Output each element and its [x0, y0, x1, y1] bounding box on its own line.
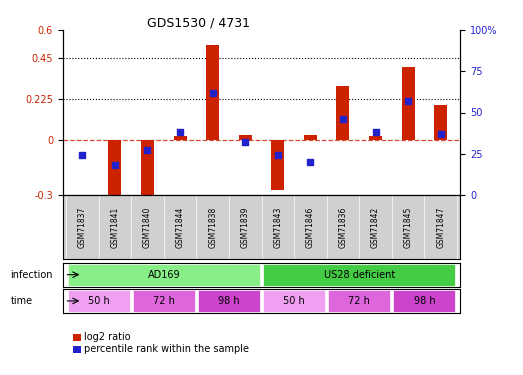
Bar — [174, 136, 187, 140]
Text: GSM71836: GSM71836 — [338, 206, 347, 248]
Text: 98 h: 98 h — [218, 296, 240, 306]
Point — [339, 116, 347, 122]
Point — [274, 152, 282, 158]
Text: GSM71841: GSM71841 — [110, 206, 119, 248]
Text: GSM71845: GSM71845 — [404, 206, 413, 248]
FancyBboxPatch shape — [67, 290, 130, 312]
Bar — [336, 86, 349, 140]
Text: GDS1530 / 4731: GDS1530 / 4731 — [147, 17, 250, 30]
Text: log2 ratio: log2 ratio — [84, 333, 130, 342]
Text: infection: infection — [10, 270, 53, 280]
Point — [241, 139, 249, 145]
Text: GSM71842: GSM71842 — [371, 206, 380, 248]
Text: 50 h: 50 h — [88, 296, 109, 306]
Text: GSM71846: GSM71846 — [306, 206, 315, 248]
FancyBboxPatch shape — [133, 290, 195, 312]
FancyBboxPatch shape — [393, 290, 456, 312]
FancyBboxPatch shape — [263, 264, 456, 286]
Bar — [369, 136, 382, 140]
Bar — [402, 67, 415, 140]
Point — [176, 129, 184, 135]
Text: 50 h: 50 h — [283, 296, 305, 306]
Bar — [206, 45, 219, 140]
Text: 98 h: 98 h — [414, 296, 435, 306]
Text: AD169: AD169 — [147, 270, 180, 280]
FancyBboxPatch shape — [67, 264, 260, 286]
Point — [209, 90, 217, 96]
Bar — [141, 140, 154, 197]
Text: percentile rank within the sample: percentile rank within the sample — [84, 344, 248, 354]
FancyBboxPatch shape — [328, 290, 390, 312]
Text: GSM71837: GSM71837 — [78, 206, 87, 248]
Bar — [108, 140, 121, 201]
Bar — [271, 140, 285, 189]
Bar — [238, 135, 252, 140]
Point — [371, 129, 380, 135]
Point — [404, 98, 412, 104]
Text: GSM71843: GSM71843 — [274, 206, 282, 248]
Bar — [304, 135, 317, 140]
Text: GSM71838: GSM71838 — [208, 206, 217, 248]
Text: GSM71847: GSM71847 — [436, 206, 445, 248]
Text: GSM71840: GSM71840 — [143, 206, 152, 248]
Text: GSM71839: GSM71839 — [241, 206, 249, 248]
FancyBboxPatch shape — [263, 290, 325, 312]
Point — [78, 152, 86, 158]
Point — [437, 131, 445, 137]
Point — [111, 162, 119, 168]
Point — [306, 159, 314, 165]
Point — [143, 147, 152, 153]
Text: 72 h: 72 h — [348, 296, 370, 306]
Text: 72 h: 72 h — [153, 296, 175, 306]
Text: time: time — [10, 296, 32, 306]
Text: GSM71844: GSM71844 — [176, 206, 185, 248]
Text: US28 deficient: US28 deficient — [324, 270, 395, 280]
FancyBboxPatch shape — [198, 290, 260, 312]
Bar — [434, 105, 447, 140]
